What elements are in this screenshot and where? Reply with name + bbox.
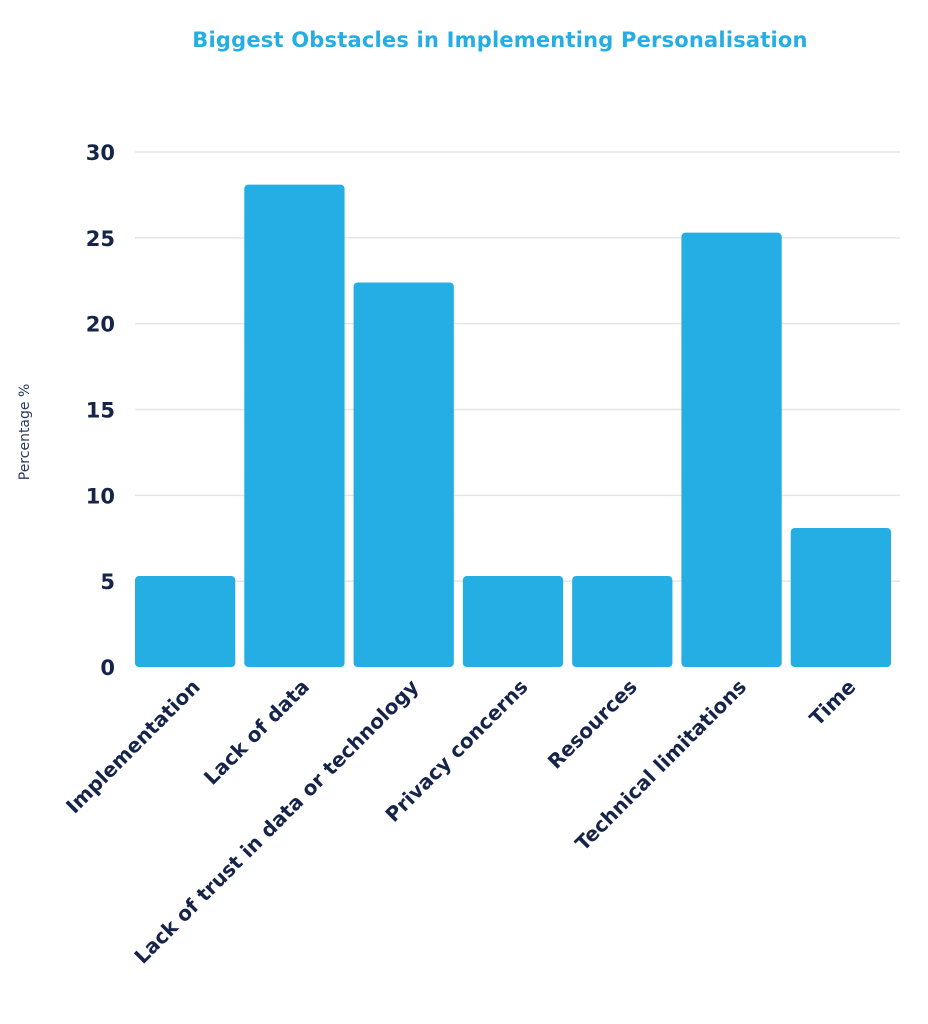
x-tick-label-1: Lack of data [199, 675, 314, 790]
x-tick-label-6: Time [805, 675, 861, 731]
y-tick-label-25: 25 [86, 227, 115, 251]
chart-title: Biggest Obstacles in Implementing Person… [192, 28, 808, 52]
y-tick-label-5: 5 [100, 570, 115, 594]
bar-2 [353, 282, 454, 667]
y-tick-label-15: 15 [86, 399, 115, 423]
x-tick-label-4: Resources [543, 675, 642, 774]
bar-4 [572, 576, 673, 667]
bar-3 [462, 576, 564, 667]
y-tick-label-20: 20 [86, 313, 115, 337]
bar-6 [790, 527, 891, 667]
y-tick-label-0: 0 [100, 656, 115, 680]
y-tick-label-30: 30 [86, 141, 115, 165]
y-tick-label-10: 10 [86, 484, 115, 508]
bar-5 [681, 232, 782, 667]
bars [135, 184, 891, 667]
x-tick-label-0: Implementation [61, 675, 205, 819]
bar-0 [135, 576, 236, 667]
y-axis-title: Percentage % [17, 384, 33, 481]
bar-1 [244, 184, 345, 667]
y-axis-ticks: 0 5 10 15 20 25 30 [86, 141, 115, 680]
